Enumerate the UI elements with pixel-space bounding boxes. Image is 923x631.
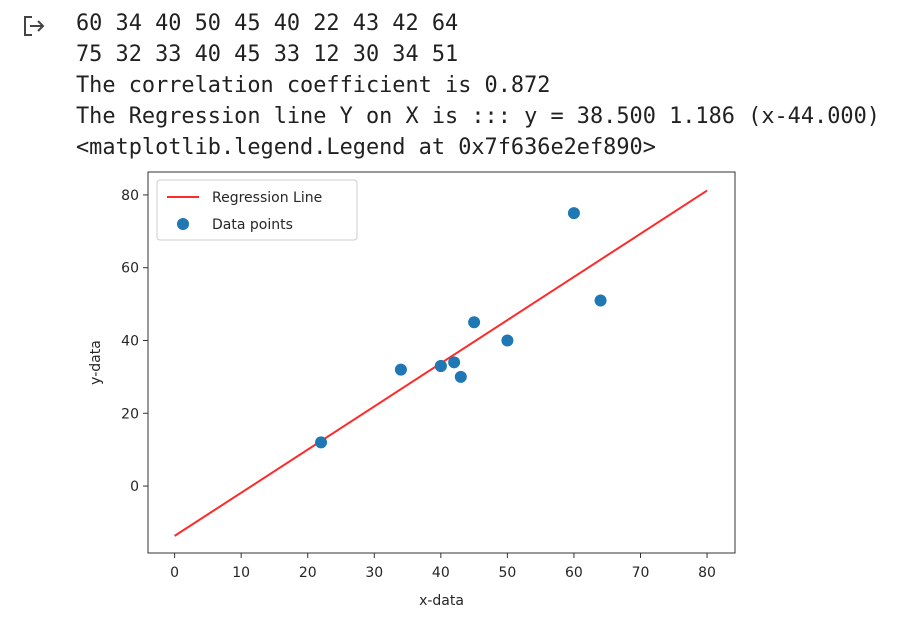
x-tick-label: 40	[432, 565, 450, 581]
data-point	[501, 334, 514, 347]
x-tick-label: 50	[498, 565, 516, 581]
data-point	[567, 207, 580, 220]
legend-label: Regression Line	[212, 190, 322, 206]
output-line: The correlation coefficient is 0.872	[76, 73, 551, 98]
y-axis-label: y-data	[88, 340, 104, 385]
output-icon[interactable]	[22, 14, 48, 38]
legend-box	[156, 179, 358, 241]
axes-frame	[147, 171, 736, 554]
y-tick-label: 80	[121, 188, 139, 204]
x-tick-label: 0	[170, 565, 179, 581]
data-point	[468, 316, 481, 329]
x-tick-label: 30	[365, 565, 383, 581]
data-point	[434, 359, 447, 372]
x-tick-label: 20	[299, 565, 317, 581]
y-tick-label: 20	[121, 406, 139, 422]
legend-swatch	[177, 218, 189, 230]
y-tick-label: 0	[130, 479, 139, 495]
output-line: 60 34 40 50 45 40 22 43 42 64	[76, 11, 459, 36]
x-tick-label: 80	[698, 565, 716, 581]
data-point	[454, 370, 467, 383]
x-tick-label: 70	[632, 565, 650, 581]
output-line: 75 32 33 40 45 33 12 30 34 51	[76, 42, 459, 67]
output-line: <matplotlib.legend.Legend at 0x7f636e2ef…	[76, 135, 656, 160]
x-tick-label: 10	[232, 565, 250, 581]
data-point	[315, 436, 328, 449]
data-point	[394, 363, 407, 376]
legend-label: Data points	[212, 217, 293, 233]
data-point	[594, 294, 607, 307]
output-line: The Regression line Y on X is ::: y = 38…	[76, 104, 880, 129]
data-point	[448, 356, 461, 369]
x-axis-label: x-data	[419, 593, 464, 609]
y-tick-label: 60	[121, 261, 139, 277]
x-tick-label: 60	[565, 565, 583, 581]
y-tick-label: 40	[121, 333, 139, 349]
